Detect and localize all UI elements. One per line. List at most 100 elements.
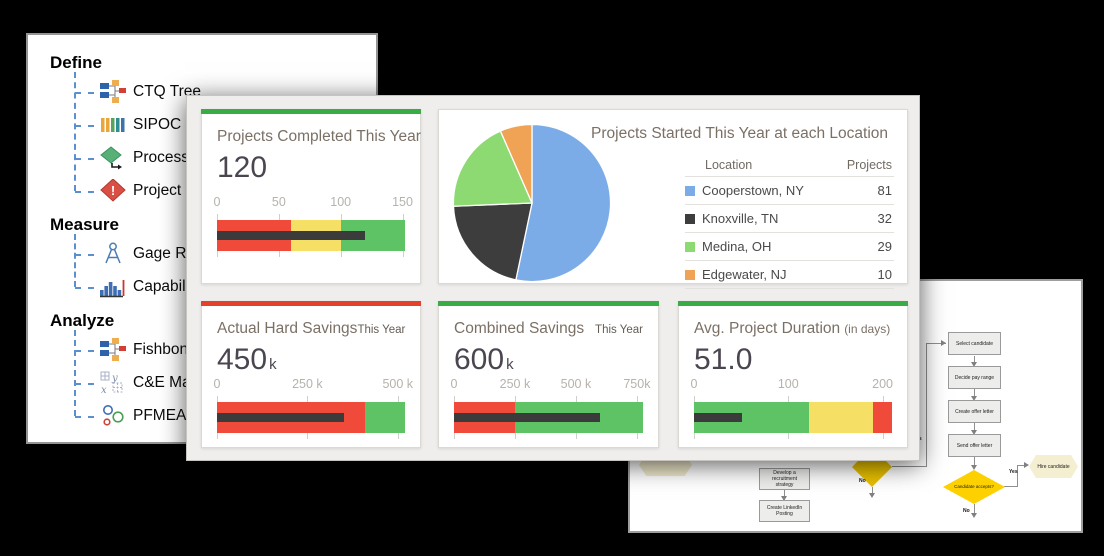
flow-node-box[interactable]: Send offer letter	[948, 434, 1001, 457]
flow-arrowhead	[781, 496, 787, 501]
bullet-band	[873, 402, 892, 433]
dashboard-window[interactable]: Projects Completed This Year 120 0 50 100 1…	[186, 95, 920, 461]
legend-row: Edgewater, NJ 10	[685, 261, 894, 289]
ctq-tree-icon	[100, 79, 126, 103]
bullet-chart-projects-completed: 0 50 100 150	[213, 195, 413, 257]
kpi-value-row: 600 k	[454, 344, 643, 376]
legend-swatch	[685, 241, 695, 252]
bullet-measure-bar	[694, 413, 743, 422]
project-risk-icon: !	[100, 178, 126, 202]
kpi-value-row: 51.0	[694, 344, 892, 376]
flow-connector	[872, 487, 873, 495]
section-header-measure: Measure	[50, 215, 119, 234]
axis-tick-label: 250 k	[292, 377, 323, 391]
flow-node-box[interactable]: Select candidate	[948, 332, 1001, 355]
kpi-unit: k	[506, 356, 514, 373]
flow-arrowhead	[971, 396, 977, 401]
fishbone-icon	[100, 337, 126, 361]
tree-item-sipoc[interactable]: SIPOC	[50, 108, 376, 141]
pfmea-icon	[103, 404, 124, 426]
legend-swatch	[685, 185, 695, 196]
flow-arrowhead	[971, 362, 977, 367]
flow-node-box[interactable]: Create offer letter	[948, 400, 1001, 423]
legend-label: Medina, OH	[702, 239, 772, 254]
flow-node-box[interactable]: Create LinkedIn Posting	[759, 500, 810, 522]
card-title-suffix: (in days)	[844, 322, 891, 336]
flow-connector	[974, 356, 975, 364]
legend-swatch	[685, 269, 695, 280]
flow-connector	[974, 389, 975, 398]
axis-tick-label: 0	[690, 377, 698, 391]
axis-tick-label: 0	[213, 195, 221, 209]
tree-item-project-risk[interactable]: ! Project R	[50, 174, 376, 207]
gage-rr-icon	[105, 242, 121, 263]
tree-item-ctq-tree[interactable]: CTQ Tree	[50, 75, 376, 108]
legend-value: 81	[877, 183, 892, 198]
card-accent-bar	[201, 109, 421, 114]
legend-value: 10	[877, 267, 892, 282]
flow-arrowhead	[971, 430, 977, 435]
pie-slice[interactable]	[452, 130, 533, 207]
pie-slice[interactable]	[515, 123, 612, 283]
card-subtitle: This Year	[595, 324, 643, 336]
axis-tick-label: 0	[450, 377, 458, 391]
section-header-analyze: Analyze	[50, 311, 115, 330]
svg-text:y: y	[111, 373, 118, 384]
tree-item-label: Capability	[133, 277, 202, 295]
tree-item-ce-matrix[interactable]: y x C&E Matri	[50, 366, 376, 399]
tree-item-label: SIPOC	[133, 115, 182, 133]
bullet-chart-avg-project-duration: 0 100 200	[690, 377, 893, 439]
tree-item-label: Fishbone	[133, 340, 197, 358]
flow-node-label: Send offer letter	[956, 442, 993, 449]
card-projects-completed[interactable]: Projects Completed This Year 120 0 50 100 1…	[201, 109, 421, 284]
flow-connector	[1017, 465, 1027, 466]
flow-connector	[926, 343, 946, 344]
card-avg-project-duration[interactable]: Avg. Project Duration (in days) 51.0 0 10…	[678, 301, 908, 448]
legend-row: Cooperstown, NY 81	[685, 177, 894, 205]
flow-node-label: Candidate accepts?	[954, 484, 994, 489]
ce-matrix-icon: y x	[100, 371, 123, 395]
legend-label: Edgewater, NJ	[702, 267, 787, 282]
bullet-band	[809, 402, 874, 433]
tree-item-fishbone[interactable]: Fishbone	[50, 333, 376, 366]
pie-slice[interactable]	[499, 123, 533, 204]
legend-label: Cooperstown, NY	[702, 183, 804, 198]
card-actual-hard-savings[interactable]: Actual Hard Savings This Year 450 k 0 250 …	[201, 301, 421, 448]
kpi-value: 450	[217, 343, 268, 376]
tree-item-capability[interactable]: Capability	[50, 270, 376, 303]
pie-chart[interactable]	[451, 122, 613, 284]
card-projects-started[interactable]: Projects Started This Year at each Locat…	[438, 109, 908, 289]
flow-branch-label: Yes	[1009, 469, 1018, 475]
bullet-measure-bar	[454, 413, 601, 422]
card-subtitle: This Year	[357, 324, 406, 336]
bullet-measure-bar	[217, 231, 366, 240]
card-combined-savings[interactable]: Combined Savings This Year 600 k 0 250 k 50…	[438, 301, 659, 448]
card-title: Projects Completed This Year	[217, 128, 421, 145]
flow-connector	[892, 466, 926, 467]
flow-node-box[interactable]: Decide pay range	[948, 366, 1001, 389]
tree-item-label: Project R	[133, 181, 197, 199]
tree-item-label: CTQ Tree	[133, 82, 202, 100]
flow-node-diamond[interactable]: Candidate accepts?	[943, 470, 1005, 504]
flow-connector	[974, 423, 975, 432]
kpi-value: 600	[454, 343, 505, 376]
flow-arrowhead	[971, 513, 977, 518]
sipoc-icon	[101, 117, 125, 132]
bullet-bands	[694, 402, 892, 433]
axis-tick-label: 750k	[623, 377, 651, 391]
axis-tick-label: 150	[392, 195, 413, 209]
card-title: Combined Savings	[454, 320, 585, 337]
flow-node-label: Select candidate	[956, 340, 993, 347]
flow-node-label: Develop a recruitment strategy	[771, 470, 797, 488]
flow-arrowhead	[1024, 462, 1029, 468]
flow-node-box[interactable]: Develop a recruitment strategy	[759, 468, 810, 490]
kpi-value-row: 450 k	[217, 344, 405, 376]
card-accent-bar	[438, 301, 659, 306]
flow-node-hexagon[interactable]: Hire candidate	[1029, 455, 1078, 478]
axis-tick-label: 0	[213, 377, 221, 391]
bullet-bands	[217, 220, 405, 251]
legend-value: 32	[877, 211, 892, 226]
pie-slice[interactable]	[452, 202, 533, 281]
bullet-chart-combined-savings: 0 250 k 500 k 750k	[450, 377, 650, 439]
card-title: Avg. Project Duration	[694, 320, 841, 337]
